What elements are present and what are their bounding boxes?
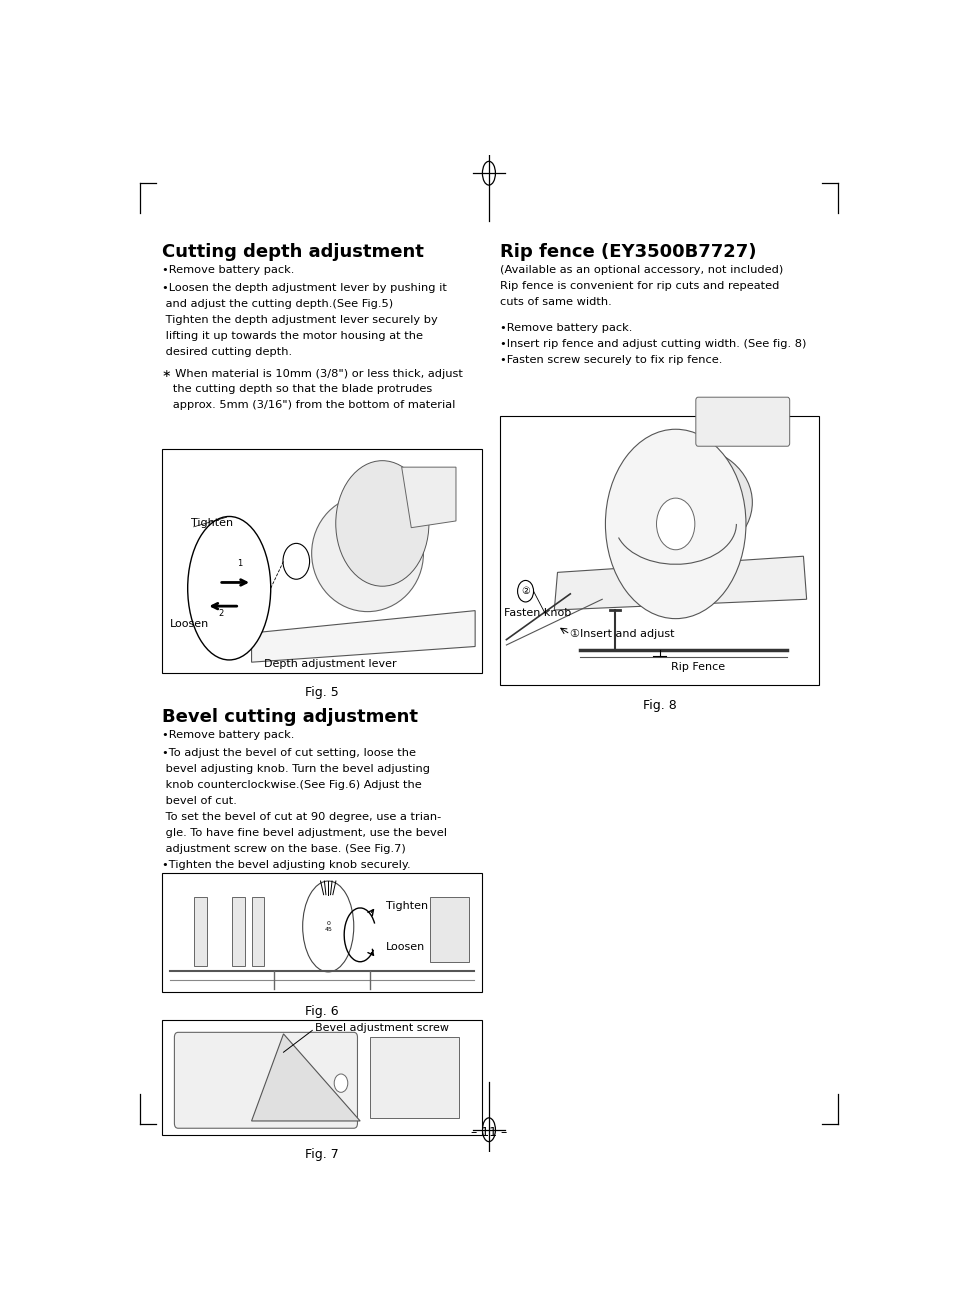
Text: •Remove battery pack.: •Remove battery pack. <box>162 730 294 740</box>
Text: Fig. 8: Fig. 8 <box>642 699 676 712</box>
Text: Tighten: Tighten <box>385 901 427 911</box>
Bar <box>162 872 481 992</box>
Text: Rip fence is convenient for rip cuts and repeated: Rip fence is convenient for rip cuts and… <box>499 281 779 291</box>
Bar <box>499 417 819 686</box>
FancyBboxPatch shape <box>174 1033 357 1128</box>
Text: 1: 1 <box>236 559 242 568</box>
Text: Fig. 7: Fig. 7 <box>305 1148 338 1161</box>
Text: Fig. 6: Fig. 6 <box>305 1005 338 1018</box>
Bar <box>430 897 468 963</box>
Text: •Fasten screw securely to fix rip fence.: •Fasten screw securely to fix rip fence. <box>499 355 721 365</box>
Text: desired cutting depth.: desired cutting depth. <box>162 347 292 357</box>
Text: •Loosen the depth adjustment lever by pushing it: •Loosen the depth adjustment lever by pu… <box>162 283 447 292</box>
Ellipse shape <box>312 496 423 612</box>
Circle shape <box>656 498 694 550</box>
Ellipse shape <box>618 446 752 559</box>
Text: Fasten knob: Fasten knob <box>503 608 570 617</box>
Bar <box>162 449 481 673</box>
Circle shape <box>334 1074 348 1092</box>
Bar <box>370 1038 458 1118</box>
Bar <box>162 1020 481 1135</box>
Text: •Tighten the bevel adjusting knob securely.: •Tighten the bevel adjusting knob secure… <box>162 859 411 870</box>
Text: the cutting depth so that the blade protrudes: the cutting depth so that the blade prot… <box>162 384 432 395</box>
Text: To set the bevel of cut at 90 degree, use a trian-: To set the bevel of cut at 90 degree, us… <box>162 811 441 822</box>
Circle shape <box>335 461 429 586</box>
Text: •To adjust the bevel of cut setting, loose the: •To adjust the bevel of cut setting, loo… <box>162 748 416 758</box>
Text: •Remove battery pack.: •Remove battery pack. <box>162 265 294 274</box>
FancyBboxPatch shape <box>695 397 789 446</box>
Polygon shape <box>252 1034 360 1121</box>
Text: (Available as an optional accessory, not included): (Available as an optional accessory, not… <box>499 265 782 274</box>
Ellipse shape <box>188 516 271 660</box>
Text: Cutting depth adjustment: Cutting depth adjustment <box>162 243 423 261</box>
Circle shape <box>605 430 745 619</box>
Bar <box>233 897 245 965</box>
Bar <box>252 897 264 965</box>
Text: ②: ② <box>520 586 529 597</box>
Polygon shape <box>252 611 475 663</box>
Text: Loosen: Loosen <box>170 619 209 629</box>
Text: bevel of cut.: bevel of cut. <box>162 796 236 806</box>
Text: gle. To have fine bevel adjustment, use the bevel: gle. To have fine bevel adjustment, use … <box>162 828 447 837</box>
Text: ∗ When material is 10mm (3/8") or less thick, adjust: ∗ When material is 10mm (3/8") or less t… <box>162 369 462 379</box>
Text: Bevel adjustment screw: Bevel adjustment screw <box>315 1024 449 1033</box>
Text: •Insert rip fence and adjust cutting width. (See fig. 8): •Insert rip fence and adjust cutting wid… <box>499 339 805 348</box>
Text: bevel adjusting knob. Turn the bevel adjusting: bevel adjusting knob. Turn the bevel adj… <box>162 763 430 774</box>
Text: 0
45: 0 45 <box>324 921 332 932</box>
Text: knob counterclockwise.(See Fig.6) Adjust the: knob counterclockwise.(See Fig.6) Adjust… <box>162 780 421 791</box>
Text: ①Insert and adjust: ①Insert and adjust <box>570 629 674 639</box>
Text: Bevel cutting adjustment: Bevel cutting adjustment <box>162 708 417 726</box>
Ellipse shape <box>302 881 354 972</box>
Text: Rip Fence: Rip Fence <box>670 661 724 672</box>
Polygon shape <box>401 467 456 528</box>
Text: Depth adjustment lever: Depth adjustment lever <box>264 660 396 669</box>
Text: and adjust the cutting depth.(See Fig.5): and adjust the cutting depth.(See Fig.5) <box>162 299 393 309</box>
Bar <box>193 897 207 965</box>
Text: Rip fence (EY3500B7727): Rip fence (EY3500B7727) <box>499 243 756 261</box>
Text: Tighten: Tighten <box>191 518 233 528</box>
Text: Loosen: Loosen <box>385 942 424 952</box>
Text: Tighten the depth adjustment lever securely by: Tighten the depth adjustment lever secur… <box>162 314 437 325</box>
Text: cuts of same width.: cuts of same width. <box>499 296 611 307</box>
Circle shape <box>517 581 533 602</box>
Circle shape <box>283 543 310 580</box>
Polygon shape <box>554 556 806 609</box>
Text: lifting it up towards the motor housing at the: lifting it up towards the motor housing … <box>162 331 423 340</box>
Text: •Remove battery pack.: •Remove battery pack. <box>499 322 632 333</box>
Text: adjustment screw on the base. (See Fig.7): adjustment screw on the base. (See Fig.7… <box>162 844 405 854</box>
Text: Fig. 5: Fig. 5 <box>305 686 338 699</box>
Text: – 11 –: – 11 – <box>471 1126 506 1139</box>
Text: 2: 2 <box>218 608 223 617</box>
Text: approx. 5mm (3/16") from the bottom of material: approx. 5mm (3/16") from the bottom of m… <box>162 400 455 410</box>
